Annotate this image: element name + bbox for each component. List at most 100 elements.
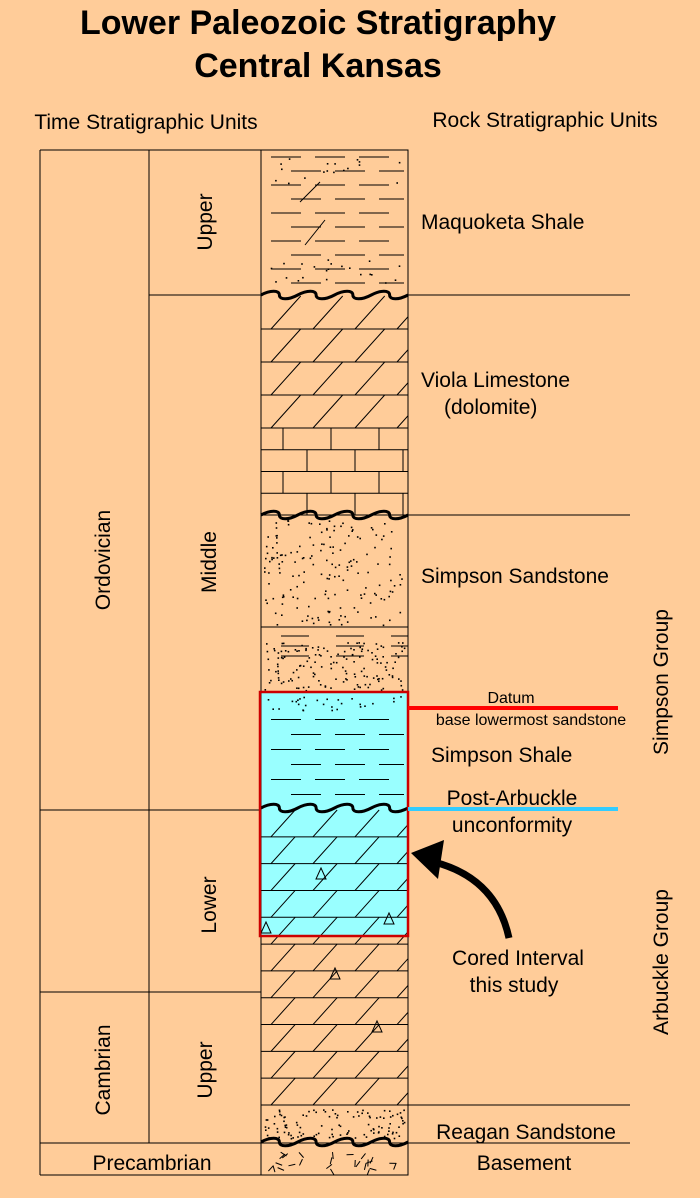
sand-dot [381, 538, 383, 541]
sand-dot [393, 700, 395, 703]
sand-dot [276, 624, 279, 626]
cored-interval-label: Cored Interval [452, 947, 584, 970]
sand-dot [390, 531, 393, 533]
sand-dot [276, 537, 278, 539]
system-precambrian: Precambrian [92, 1152, 211, 1175]
sand-dot [316, 699, 319, 702]
dolomite-hatch [396, 415, 408, 429]
basement-mark [272, 1165, 276, 1173]
basement-mark [326, 1163, 333, 1170]
dolomite-hatch [312, 295, 344, 330]
sand-dot [375, 643, 378, 645]
sand-dot [367, 1123, 370, 1126]
sand-dot [358, 642, 360, 644]
sand-dot [301, 263, 303, 265]
dolomite-hatch [270, 943, 296, 972]
sandstone-dots [264, 158, 406, 1140]
sand-dot [398, 161, 401, 164]
sand-dot [376, 662, 379, 664]
sand-dot [337, 699, 340, 701]
sand-dot [295, 1121, 298, 1124]
sand-dot [281, 642, 284, 645]
basement-mark [355, 1160, 361, 1168]
sand-dot [393, 1137, 396, 1140]
sand-dot [393, 697, 395, 700]
sand-dot [312, 544, 315, 546]
simpson-group-label: Simpson Group [650, 609, 673, 755]
sand-dot [296, 607, 298, 609]
sand-dot [344, 670, 347, 672]
dolomite-hatch [312, 1077, 338, 1106]
sand-dot [358, 1115, 360, 1117]
sand-dot [305, 1115, 308, 1117]
dolomite-hatch [270, 863, 296, 891]
sand-dot [280, 682, 283, 685]
dolomite-hatch [354, 1024, 380, 1052]
sand-dot [359, 686, 361, 689]
sand-dot [268, 572, 270, 574]
sand-dot [333, 529, 335, 532]
sand-dot [288, 182, 290, 185]
sand-dot [302, 1133, 305, 1135]
sand-dot [358, 164, 361, 166]
sand-dot [331, 709, 333, 712]
sand-dot [309, 557, 312, 560]
sand-dot [346, 566, 349, 568]
sand-dot [396, 182, 398, 184]
sand-dot [306, 619, 308, 622]
chert-symbol [383, 911, 395, 925]
sand-dot [319, 684, 322, 686]
sand-dot [324, 685, 327, 687]
sand-dot [380, 689, 383, 691]
dolomite-hatch [270, 328, 302, 363]
sand-dot [328, 1136, 331, 1139]
sand-dot [326, 650, 329, 652]
sand-dot [290, 551, 292, 554]
series-lower-ordovician: Lower [198, 876, 221, 933]
sand-dot [265, 545, 268, 548]
sand-dot [402, 642, 404, 644]
sand-dot [403, 647, 406, 650]
basement-mark [279, 1153, 286, 1160]
sand-dot [340, 525, 342, 528]
sand-dot [301, 557, 304, 560]
sand-dot [276, 552, 278, 554]
sand-dot [337, 653, 339, 656]
sand-dot [343, 656, 345, 658]
sand-dot [356, 561, 358, 563]
sand-dot [388, 1130, 390, 1132]
sand-dot [276, 663, 279, 666]
sand-dot [311, 617, 314, 620]
sand-dot [402, 1122, 404, 1125]
sand-dot [315, 1111, 317, 1114]
time-units-header: Time Stratigraphic Units [34, 111, 257, 134]
datum-description: base lowermost sandstone [436, 712, 626, 729]
sand-dot [297, 687, 300, 690]
sand-dot [332, 552, 334, 554]
sand-dot [389, 1123, 391, 1125]
sand-dot [392, 1114, 394, 1117]
sand-dot [298, 574, 300, 577]
sand-dot [380, 662, 382, 664]
sand-dot [266, 1134, 269, 1137]
sand-dot [317, 646, 320, 648]
title-line-1: Lower Paleozoic Stratigraphy [80, 4, 556, 42]
sand-dot [389, 619, 391, 622]
sand-dot [294, 561, 296, 563]
sand-dot [310, 666, 312, 669]
sand-dot [331, 1133, 333, 1136]
dolomite-hatch [312, 1051, 338, 1079]
sand-dot [287, 650, 290, 653]
sand-dot [288, 158, 291, 160]
formation-maquoketa-shale: Maquoketa Shale [421, 211, 584, 234]
lithology-patterns [261, 156, 408, 1175]
sand-dot [401, 1117, 403, 1120]
sand-dot [377, 678, 379, 681]
sand-dot [403, 1121, 406, 1124]
sand-dot [329, 536, 331, 538]
sand-dot [313, 266, 316, 268]
formation-viola-limestone: Viola Limestone [421, 369, 570, 392]
sand-dot [339, 607, 342, 609]
sand-dot [353, 661, 355, 663]
sand-dot [264, 567, 266, 569]
